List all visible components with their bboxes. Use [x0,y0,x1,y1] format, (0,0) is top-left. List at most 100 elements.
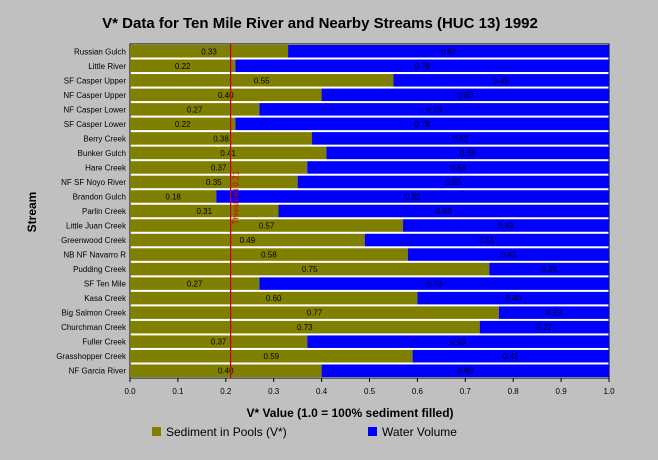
data-label-sediment: 0.22 [175,120,191,129]
bar-sediment [130,335,308,348]
legend: Sediment in Pools (V*) Water Volume [152,425,457,439]
bar-water-volume [403,219,609,232]
bar-sediment [130,103,260,116]
bar-sediment [130,364,322,377]
bar-sediment [130,59,236,73]
bar-water-volume [407,248,609,261]
x-tick-label: 0.1 [172,387,184,396]
data-label-water-volume: 0.67 [441,47,457,56]
category-label: Kasa Creek [84,294,127,303]
data-label-sediment: 0.40 [218,367,234,376]
category-label: Grasshopper Creek [56,352,127,361]
data-label-water-volume: 0.82 [405,192,421,201]
legend-swatch-sediment [152,427,161,436]
x-tick-label: 0.7 [460,387,472,396]
data-label-water-volume: 0.60 [458,367,474,376]
data-label-water-volume: 0.42 [501,251,517,260]
bar-water-volume [364,233,609,247]
data-label-sediment: 0.57 [259,222,275,231]
chart-title: V* Data for Ten Mile River and Nearby St… [102,15,538,32]
bar-sediment [130,132,313,145]
category-label: NB NF Navarro R [63,251,126,260]
x-tick-label: 1.0 [603,387,615,396]
bar-series-group [130,45,609,377]
bar-sediment [130,190,217,203]
data-label-water-volume: 0.23 [546,309,562,318]
category-label: Fuller Creek [82,338,127,347]
data-label-water-volume: 0.78 [414,120,430,129]
data-label-water-volume: 0.40 [505,294,521,303]
data-label-water-volume: 0.45 [493,76,509,85]
bar-sediment [130,320,480,334]
category-label: NF Garcia River [69,367,127,376]
bar-water-volume [489,262,609,276]
legend-swatch-water [368,427,377,436]
data-label-sediment: 0.40 [218,91,234,100]
legend-label-water: Water Volume [382,425,457,439]
data-label-water-volume: 0.69 [436,207,452,216]
category-labels: Russian Gulch Little River SF Casper Upper… [56,47,127,375]
data-label-sediment: 0.38 [213,134,229,143]
data-label-water-volume: 0.73 [426,105,442,114]
bar-water-volume [278,204,609,218]
bar-water-volume [235,59,609,73]
bar-water-volume [479,320,609,334]
x-tick-label: 0.8 [508,387,520,396]
category-label: Hare Creek [85,163,127,172]
data-label-sediment: 0.33 [201,47,217,56]
bar-water-volume [417,291,609,305]
bar-water-volume [498,306,609,319]
data-label-sediment: 0.35 [206,178,222,187]
data-label-sediment: 0.59 [264,352,280,361]
category-label: Little Juan Creek [66,222,127,231]
x-tick-label: 0.0 [124,387,136,396]
data-label-water-volume: 0.78 [414,62,430,71]
bar-water-volume [288,45,609,58]
data-label-water-volume: 0.51 [479,236,495,245]
category-label: Parlin Creek [82,207,127,216]
reference-line-group: Threshold 0.21 [229,44,241,378]
data-label-sediment: 0.31 [196,207,212,216]
bar-water-volume [321,364,609,377]
bar-sediment [130,74,394,87]
bar-sediment [130,306,499,319]
bar-sediment [130,117,236,131]
bar-water-volume [307,161,609,174]
bar-water-volume [326,146,609,160]
category-label: NF SF Noyo River [61,178,126,187]
category-label: SF Ten Mile [84,280,127,289]
bar-water-volume [235,117,609,131]
bar-water-volume [321,88,609,102]
category-label: Bunker Gulch [78,149,126,158]
data-label-sediment: 0.18 [165,192,181,201]
bar-sediment [130,88,322,102]
bar-water-volume [307,335,609,348]
bar-sediment [130,262,490,276]
data-labels: 0.33 0.67 0.22 0.78 0.55 0.45 0.40 0.60 0.27 0.73… [165,47,562,375]
data-label-water-volume: 0.27 [537,323,553,332]
x-tick-label: 0.5 [364,387,376,396]
data-label-water-volume: 0.59 [460,149,476,158]
bar-sediment [130,146,327,160]
x-tick-label: 0.2 [220,387,232,396]
data-label-water-volume: 0.73 [426,280,442,289]
category-label: Churchman Creek [61,323,127,332]
x-tick-label: 0.6 [412,387,424,396]
bar-sediment [130,277,260,290]
data-label-sediment: 0.58 [261,251,277,260]
category-label: Brandon Gulch [73,192,126,201]
category-label: Berry Creek [83,134,127,143]
bar-water-volume [393,74,609,87]
bar-water-volume [297,175,609,189]
data-label-water-volume: 0.65 [446,178,462,187]
data-label-water-volume: 0.63 [450,338,466,347]
data-label-sediment: 0.41 [220,149,236,158]
category-label: NF Casper Lower [63,105,126,114]
data-label-sediment: 0.37 [211,338,227,347]
data-label-sediment: 0.73 [297,323,313,332]
category-label: Little River [88,62,126,71]
bar-sediment [130,349,413,363]
bar-water-volume [259,103,609,116]
